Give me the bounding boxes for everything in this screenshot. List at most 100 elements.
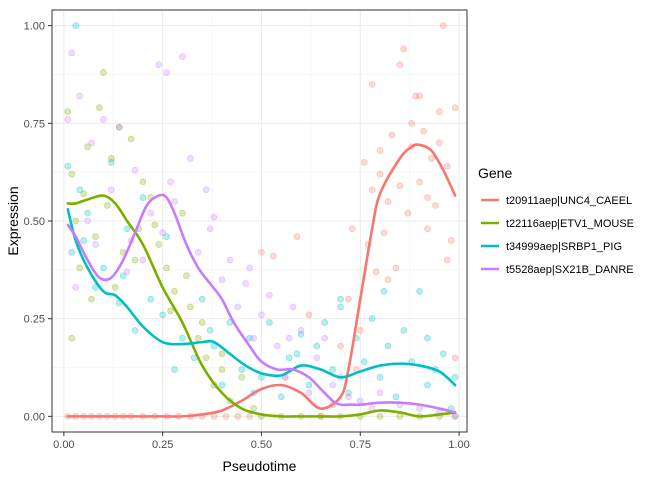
data-point xyxy=(417,288,423,294)
data-point xyxy=(69,335,75,341)
data-point xyxy=(81,238,87,244)
y-tick-label: 1.00 xyxy=(24,21,45,33)
data-point xyxy=(77,265,83,271)
data-point xyxy=(85,218,91,224)
data-point xyxy=(100,116,106,122)
data-point xyxy=(168,308,174,314)
data-point xyxy=(168,179,174,185)
data-point xyxy=(247,265,253,271)
data-point xyxy=(432,202,438,208)
data-point xyxy=(440,23,446,29)
data-point xyxy=(96,105,102,111)
data-point xyxy=(203,355,209,361)
data-point xyxy=(179,210,185,216)
data-point xyxy=(258,249,264,255)
data-point xyxy=(345,394,351,400)
data-point xyxy=(128,136,134,142)
data-point xyxy=(385,198,391,204)
data-point xyxy=(132,257,138,263)
data-point xyxy=(314,343,320,349)
data-point xyxy=(89,140,95,146)
data-point xyxy=(207,327,213,333)
data-point xyxy=(140,257,146,263)
data-point xyxy=(183,273,189,279)
data-point xyxy=(409,120,415,126)
y-tick-label: 0.50 xyxy=(24,216,45,228)
data-point xyxy=(100,70,106,76)
data-point xyxy=(223,413,229,419)
data-point xyxy=(140,195,146,201)
data-point xyxy=(156,62,162,68)
data-point xyxy=(424,335,430,341)
data-point xyxy=(172,288,178,294)
data-point xyxy=(397,413,403,419)
data-point xyxy=(377,171,383,177)
data-point xyxy=(397,62,403,68)
data-point xyxy=(385,343,391,349)
x-tick-label: 0.50 xyxy=(251,439,272,451)
legend-entry-label: t22116aep|ETV1_MOUSE xyxy=(506,218,634,230)
data-point xyxy=(278,394,284,400)
data-point xyxy=(349,226,355,232)
data-point xyxy=(294,234,300,240)
data-point xyxy=(199,320,205,326)
data-point xyxy=(424,226,430,232)
data-point xyxy=(266,320,272,326)
data-point xyxy=(361,359,367,365)
data-point xyxy=(73,218,79,224)
data-point xyxy=(294,351,300,357)
data-point xyxy=(73,23,79,29)
data-point xyxy=(92,234,98,240)
data-point xyxy=(219,277,225,283)
data-point xyxy=(452,105,458,111)
data-point xyxy=(338,296,344,302)
data-point xyxy=(195,249,201,255)
data-point xyxy=(239,366,245,372)
data-point xyxy=(381,288,387,294)
data-point xyxy=(330,382,336,388)
data-point xyxy=(405,210,411,216)
data-point xyxy=(314,355,320,361)
x-tick-label: 0.25 xyxy=(152,439,173,451)
data-point xyxy=(69,171,75,177)
data-point xyxy=(444,257,450,263)
legend-title: Gene xyxy=(478,165,512,181)
data-point xyxy=(448,238,454,244)
data-point xyxy=(436,140,442,146)
data-point xyxy=(160,230,166,236)
data-point xyxy=(132,327,138,333)
data-point xyxy=(452,374,458,380)
data-point xyxy=(377,390,383,396)
data-point xyxy=(219,382,225,388)
data-point xyxy=(65,109,71,115)
data-point xyxy=(377,413,383,419)
data-point xyxy=(424,195,430,201)
data-point xyxy=(361,159,367,165)
legend-entry-label: t20911aep|UNC4_CAEEL xyxy=(506,195,632,207)
y-axis-label: Expression xyxy=(5,186,21,255)
data-point xyxy=(286,335,292,341)
data-point xyxy=(219,366,225,372)
data-point xyxy=(397,183,403,189)
data-point xyxy=(369,81,375,87)
data-point xyxy=(286,355,292,361)
data-point xyxy=(179,54,185,60)
data-point xyxy=(393,394,399,400)
data-point xyxy=(452,413,458,419)
data-point xyxy=(179,335,185,341)
data-point xyxy=(357,327,363,333)
y-tick-label: 0.25 xyxy=(24,314,45,326)
data-point xyxy=(266,292,272,298)
data-point xyxy=(124,269,130,275)
data-point xyxy=(251,335,257,341)
data-point xyxy=(104,202,110,208)
data-point xyxy=(424,382,430,388)
data-point xyxy=(92,241,98,247)
data-point xyxy=(116,124,122,130)
data-point xyxy=(377,148,383,154)
data-point xyxy=(444,163,450,169)
data-point xyxy=(108,187,114,193)
data-point xyxy=(69,50,75,56)
data-point xyxy=(172,198,178,204)
